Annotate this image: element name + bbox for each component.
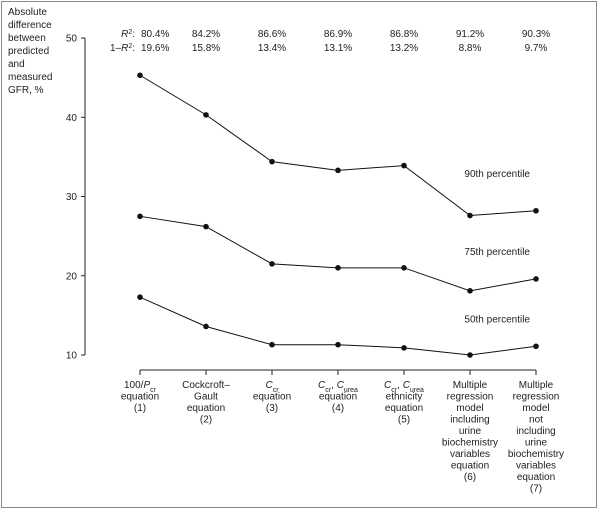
x-tick-label: model (456, 403, 483, 414)
one-minus-r2-label: 1–R2: (110, 43, 135, 55)
data-point (533, 276, 539, 282)
data-point (533, 343, 539, 350)
x-tick-label: equation (517, 472, 555, 483)
x-tick-label: Ccr (265, 380, 279, 394)
y-axis: 10 20 30 40 50 (66, 34, 86, 362)
x-tick-label: variables (450, 449, 490, 460)
data-point (335, 265, 341, 271)
r2-value: 91.2% (456, 29, 484, 40)
y-axis-label-line: GFR, % (8, 85, 44, 96)
y-tick-label: 40 (66, 113, 78, 124)
y-axis-label-line: difference (8, 20, 52, 31)
x-tick-label: biochemistry (508, 449, 564, 460)
x-tick-label: including (516, 426, 555, 437)
series-labels: 90th percentile 75th percentile 50th perce… (464, 169, 530, 326)
series-group (137, 72, 539, 358)
one-minus-r2-value: 13.1% (324, 43, 352, 54)
y-tick-label: 20 (66, 271, 78, 282)
x-tick-label: not (529, 415, 543, 426)
y-axis-label: Absolute difference between predicted and mea… (8, 7, 52, 96)
data-point (335, 167, 341, 174)
data-point (269, 261, 275, 267)
y-axis-label-line: between (8, 33, 46, 44)
x-tick-label: (1) (134, 403, 146, 414)
x-tick-label: ethnicity (386, 392, 423, 403)
one-minus-r2-value: 8.8% (459, 43, 482, 54)
x-tick-label: model (522, 403, 549, 414)
one-minus-r2-value: 15.8% (192, 43, 220, 54)
x-tick-label: variables (516, 461, 556, 472)
r2-annotations: R2: 1–R2: 80.4% 84.2% 86.6% 86.9% 86.8% 91.2% 90… (110, 29, 550, 55)
x-tick-label: Ccr, Curea (384, 380, 424, 394)
x-tick-label: (4) (332, 403, 344, 414)
data-point (269, 341, 275, 348)
one-minus-r2-value: 13.2% (390, 43, 418, 54)
x-tick-label: urine (525, 438, 548, 449)
data-point (401, 162, 407, 169)
x-tick-label: regression (513, 392, 560, 403)
data-point (203, 223, 209, 230)
data-point (467, 288, 473, 294)
x-tick-label: equation (451, 461, 489, 472)
x-tick-label: Multiple (453, 380, 488, 391)
x-tick-label: (6) (464, 472, 476, 483)
x-axis: 100/Pcrequation(1)Cockcroft–Gaultequatio… (121, 369, 564, 495)
data-point (533, 207, 539, 214)
y-tick-label: 50 (66, 34, 78, 45)
data-point (335, 341, 341, 348)
x-tick-label: Gault (194, 392, 218, 403)
series-label: 75th percentile (464, 247, 530, 258)
x-tick-label: biochemistry (442, 438, 498, 449)
data-point (401, 265, 407, 271)
data-point (467, 212, 473, 219)
series-line (139, 74, 537, 217)
data-point (269, 158, 275, 165)
one-minus-r2-value: 19.6% (141, 43, 169, 54)
y-tick-label: 30 (66, 192, 78, 203)
x-tick-label: equation (187, 403, 225, 414)
one-minus-r2-value: 9.7% (525, 43, 548, 54)
data-point (137, 294, 143, 300)
data-point (137, 72, 143, 79)
y-axis-label-line: measured (8, 72, 52, 83)
data-point (203, 323, 209, 330)
x-tick-label: equation (319, 392, 357, 403)
x-tick-label: (3) (266, 403, 278, 414)
x-tick-label: equation (121, 392, 159, 403)
data-point (401, 345, 407, 351)
x-tick-label: regression (447, 392, 494, 403)
x-tick-label: Multiple (519, 380, 554, 391)
y-tick-label: 10 (66, 351, 78, 362)
x-tick-label: Ccr, Curea (318, 380, 358, 394)
r2-value: 86.8% (390, 29, 418, 40)
x-tick-label: equation (385, 403, 423, 414)
r2-value: 90.3% (522, 29, 550, 40)
x-tick-label: 100/Pcr (124, 380, 157, 394)
data-point (203, 112, 209, 118)
r2-value: 84.2% (192, 29, 220, 40)
r2-value: 86.9% (324, 29, 352, 40)
y-axis-label-line: Absolute (8, 7, 47, 18)
r2-value: 86.6% (258, 29, 286, 40)
y-axis-label-line: predicted (8, 46, 49, 57)
data-point (467, 352, 473, 358)
x-tick-label: urine (459, 426, 482, 437)
x-tick-label: equation (253, 392, 291, 403)
x-tick-label: including (450, 415, 489, 426)
y-axis-label-line: and (8, 59, 25, 70)
r2-label: R2: (121, 29, 135, 41)
x-tick-label: (5) (398, 415, 410, 426)
series-label: 50th percentile (464, 314, 530, 325)
x-tick-label: (7) (530, 484, 542, 495)
r2-value: 80.4% (141, 29, 169, 40)
series-label: 90th percentile (464, 169, 530, 180)
data-point (137, 213, 143, 220)
one-minus-r2-value: 13.4% (258, 43, 286, 54)
x-tick-label: (2) (200, 415, 212, 426)
x-tick-label: Cockcroft– (182, 380, 230, 391)
